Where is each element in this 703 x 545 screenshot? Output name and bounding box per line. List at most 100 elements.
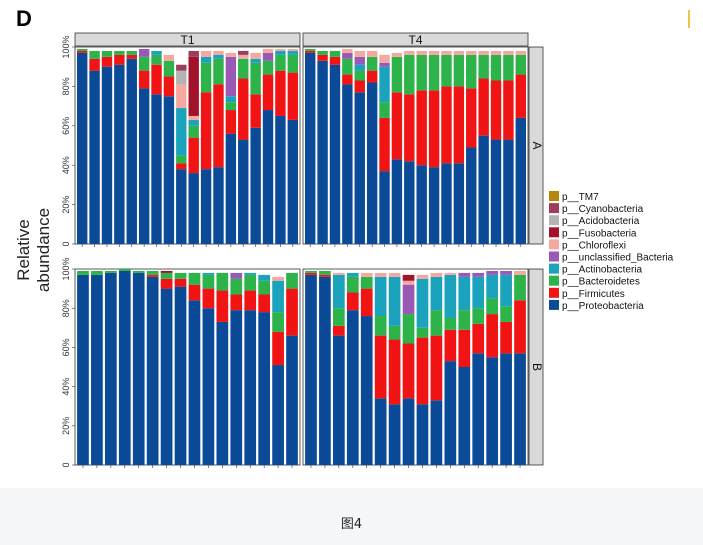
bar-segment-bacteroidetes [146, 270, 159, 275]
bar-segment-actinobacteria [430, 276, 443, 311]
y-tick-label: 0 [61, 462, 71, 467]
bar-segment-bacteroidetes [304, 48, 316, 51]
bar-segment-bacteroidetes [346, 276, 359, 293]
bar-segment-bacteroidetes [472, 308, 485, 324]
bar-segment-firmicutes [101, 56, 113, 67]
bar-segment-bacteroidetes [490, 54, 502, 81]
bar-segment-unclassified_bacteria [472, 272, 485, 277]
bar-segment-firmicutes [258, 294, 271, 313]
legend-key [549, 215, 559, 226]
bar-segment-proteobacteria [416, 165, 427, 244]
bar-segment-actinobacteria [272, 280, 284, 313]
bar-segment-bacteroidetes [317, 50, 328, 55]
bar-segment-bacteroidetes [466, 54, 477, 89]
bar-segment-proteobacteria [388, 404, 401, 465]
bar-segment-actinobacteria [346, 272, 359, 277]
bar-segment-firmicutes [379, 117, 390, 172]
bar-segment-proteobacteria [342, 84, 353, 245]
bar-segment-bacteroidetes [262, 60, 274, 75]
bar-segment-firmicutes [126, 54, 137, 59]
legend-label: p__Proteobacteria [562, 301, 644, 312]
bar-segment-firmicutes [444, 329, 457, 362]
bar-segment-unclassified_bacteria [225, 56, 237, 97]
bar-segment-firmicutes [200, 92, 212, 170]
bar-segment-chloroflexi [176, 84, 187, 109]
bar-segment-unclassified_bacteria [354, 56, 365, 65]
bar-segment-firmicutes [275, 70, 286, 116]
bar-segment-firmicutes [317, 54, 328, 61]
bar-segment-bacteroidetes [202, 274, 215, 289]
bar-segment-firmicutes [458, 329, 471, 367]
bar-segment-proteobacteria [114, 64, 125, 244]
bar-segment-firmicutes [354, 80, 365, 93]
bar-segment-firmicutes [163, 76, 175, 97]
bar-segment-chloroflexi [163, 54, 175, 61]
bar-segment-actinobacteria [225, 96, 237, 103]
bar-segment-bacteroidetes [91, 270, 103, 275]
legend-key [549, 191, 559, 201]
bar-segment-bacteroidetes [287, 54, 299, 73]
bar-segment-bacteroidetes [118, 269, 131, 271]
bar-segment-chloroflexi [379, 54, 390, 63]
bar-segment-proteobacteria [138, 88, 150, 245]
bar-segment-unclassified_bacteria [486, 270, 499, 275]
bar-segment-chloroflexi [213, 50, 224, 55]
bar-segment-firmicutes [402, 343, 415, 399]
facet-strip-b [528, 268, 544, 466]
bar-segment-proteobacteria [514, 353, 526, 465]
bar-segment-proteobacteria [160, 288, 173, 465]
bar-segment-bacteroidetes [428, 54, 440, 91]
bar-segment-firmicutes [404, 94, 415, 162]
bar-segment-proteobacteria [441, 163, 452, 244]
bar-segment-chloroflexi [250, 52, 261, 59]
facet-label-t1: T1 [180, 33, 194, 47]
legend-key [549, 299, 559, 310]
caption-band [0, 488, 703, 545]
bar-segment-actinobacteria [472, 276, 485, 309]
bar-segment-chloroflexi [478, 50, 489, 55]
bar-segment-actinobacteria [258, 274, 271, 281]
facet-strip-t1 [74, 32, 301, 47]
bar-segment-firmicutes [213, 84, 224, 168]
bar-segment-unclassified_bacteria [402, 284, 415, 315]
bar-segment-proteobacteria [202, 308, 215, 465]
bar-segment-bacteroidetes [458, 310, 471, 330]
bar-segment-chloroflexi [404, 50, 415, 55]
bar-segment-firmicutes [287, 72, 299, 120]
legend-label: p__Acidobacteria [562, 216, 640, 227]
bar-segment-bacteroidetes [305, 270, 317, 273]
bar-segment-proteobacteria [272, 365, 284, 465]
bar-segment-bacteroidetes [76, 48, 88, 51]
bar-segment-actinobacteria [151, 50, 162, 55]
bar-segment-proteobacteria [486, 357, 499, 465]
bar-segment-chloroflexi [444, 272, 457, 275]
bar-segment-chloroflexi [374, 272, 387, 277]
legend-key [549, 275, 559, 286]
bar-segment-firmicutes [478, 78, 489, 136]
bar-segment-proteobacteria [213, 167, 224, 244]
bar-segment-bacteroidetes [225, 102, 237, 111]
bar-segment-firmicutes [146, 274, 159, 277]
bar-segment-bacteroidetes [500, 306, 512, 322]
bar-segment-chloroflexi [515, 50, 527, 55]
bar-segment-firmicutes [388, 339, 401, 405]
bar-segment-firmicutes [428, 90, 440, 168]
bar-segment-firmicutes [342, 74, 353, 85]
bar-segment-actinobacteria [354, 64, 365, 71]
bar-segment-bacteroidetes [286, 272, 298, 289]
bar-segment-bacteroidetes [126, 50, 137, 55]
bar-segment-firmicutes [114, 54, 125, 65]
y-tick-label: 20% [61, 417, 71, 435]
bar-segment-proteobacteria [430, 400, 443, 465]
bar-segment-proteobacteria [466, 147, 477, 244]
bar-segment-chloroflexi [466, 50, 477, 55]
bar-segment-proteobacteria [416, 404, 429, 465]
legend-key [549, 287, 559, 298]
bar-segment-bacteroidetes [515, 54, 527, 75]
bar-segment-firmicutes [332, 325, 345, 336]
bar-segment-bacteroidetes [503, 54, 514, 81]
y-tick-label: 20% [61, 196, 71, 214]
bar-segment-proteobacteria [76, 52, 88, 244]
bar-segment-chloroflexi [441, 50, 452, 55]
bar-segment-firmicutes [374, 335, 387, 399]
